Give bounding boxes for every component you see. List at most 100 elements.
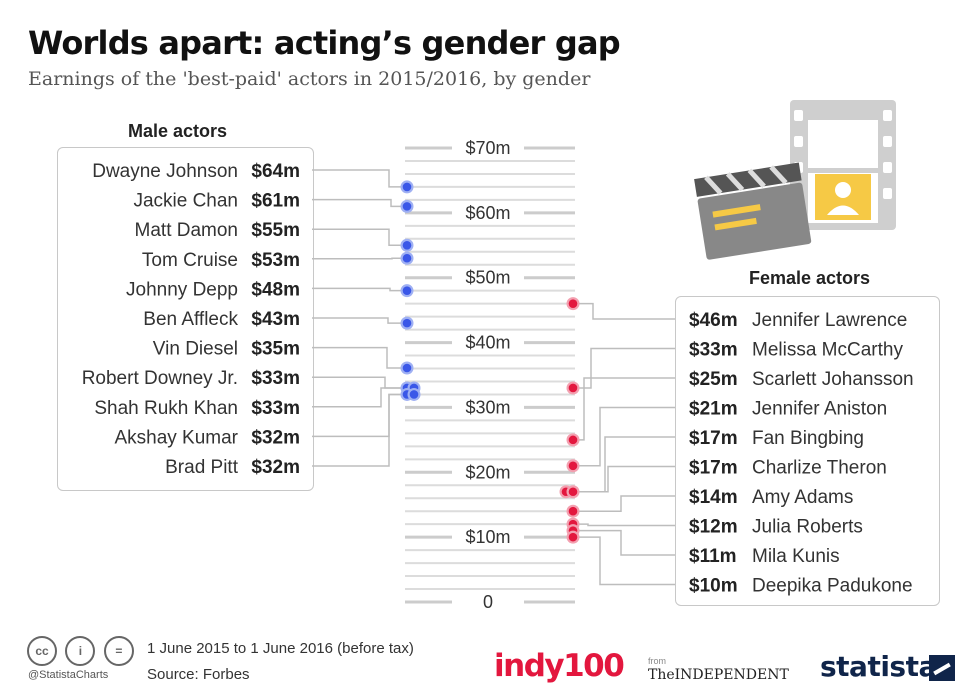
- female-actor-name: Fan Bingbing: [752, 428, 864, 449]
- female-dot: [568, 299, 578, 308]
- male-actor-name: Ben Affleck: [143, 309, 238, 330]
- male-actor-earnings: $32m: [251, 427, 300, 448]
- tick-label: $30m: [465, 397, 510, 417]
- male-actor-earnings: $48m: [251, 279, 300, 300]
- male-dot: [409, 390, 419, 399]
- female-legend-header: Female actors: [749, 268, 871, 288]
- female-actor-earnings: $21m: [689, 399, 738, 420]
- tick-label: $60m: [465, 203, 510, 223]
- male-actor-name: Tom Cruise: [142, 250, 238, 271]
- male-actor-name: Jackie Chan: [133, 191, 238, 212]
- tick-label: $50m: [465, 268, 510, 288]
- indy100-logo[interactable]: indy100: [494, 648, 625, 684]
- male-actor-name: Brad Pitt: [165, 457, 239, 478]
- male-actor-earnings: $33m: [251, 368, 300, 389]
- male-actor-name: Vin Diesel: [153, 339, 238, 360]
- connector-line: [573, 523, 675, 527]
- chart-title: Worlds apart: acting’s gender gap: [28, 24, 621, 62]
- female-actor-name: Julia Roberts: [752, 517, 863, 538]
- connector-line: [312, 287, 407, 292]
- connector-line: [573, 536, 675, 586]
- female-actor-earnings: $46m: [689, 310, 738, 331]
- connector-line: [312, 169, 407, 188]
- male-actor-earnings: $64m: [251, 161, 300, 182]
- connector-line: [573, 406, 675, 467]
- female-actor-earnings: $17m: [689, 458, 738, 479]
- female-actor-name: Charlize Theron: [752, 458, 887, 479]
- male-dot: [402, 202, 412, 211]
- male-actor-name: Robert Downey Jr.: [82, 368, 238, 389]
- tick-label: $20m: [465, 462, 510, 482]
- connector-line: [312, 393, 407, 438]
- source-note: Source: Forbes: [147, 666, 250, 683]
- statista-logo[interactable]: statista: [820, 650, 937, 683]
- axis-layer: $70m $60m $50m $40m $30m $20m $10m 0: [405, 138, 575, 612]
- male-dot: [402, 318, 412, 328]
- male-dot: [402, 253, 412, 263]
- male-dot: [402, 286, 412, 295]
- female-actor-name: Jennifer Lawrence: [752, 310, 907, 331]
- connector-layer: [312, 169, 675, 586]
- male-actor-earnings: $53m: [251, 250, 300, 271]
- statista-mark-icon: [929, 655, 955, 681]
- male-actors-box: [57, 147, 314, 491]
- connector-line: [573, 347, 675, 389]
- female-actor-earnings: $12m: [689, 517, 738, 538]
- female-dot: [568, 383, 578, 393]
- person-icon: [815, 174, 871, 220]
- female-dot: [568, 532, 578, 542]
- male-dot: [402, 363, 412, 373]
- female-dot: [568, 506, 578, 516]
- connector-line: [312, 317, 407, 324]
- connector-line: [312, 393, 414, 467]
- female-actor-name: Amy Adams: [752, 487, 853, 508]
- male-actor-name: Matt Damon: [135, 220, 238, 241]
- female-actor-earnings: $14m: [689, 487, 738, 508]
- connector-line: [573, 529, 675, 556]
- male-actor-name: Johnny Depp: [126, 279, 238, 300]
- license-icons: cc i =: [27, 636, 138, 666]
- connector-line: [566, 436, 675, 493]
- dot-layer: [400, 180, 580, 544]
- independent-logo[interactable]: TheINDEPENDENT: [648, 667, 789, 683]
- male-actor-earnings: $55m: [251, 220, 300, 241]
- no-derivatives-icon: =: [103, 636, 134, 666]
- chart-subtitle: Earnings of the 'best-paid' actors in 20…: [28, 68, 591, 90]
- female-actor-earnings: $11m: [689, 546, 737, 567]
- male-legend-header: Male actors: [128, 121, 228, 141]
- tick-label: $70m: [465, 138, 510, 158]
- tick-label: 0: [483, 592, 493, 612]
- attribution-icon: i: [65, 636, 96, 666]
- label-layer: Dwayne Johnson $64m Jackie Chan $61m Matt Da…: [82, 161, 914, 597]
- female-actor-name: Deepika Padukone: [752, 576, 913, 597]
- male-actor-earnings: $61m: [251, 191, 300, 212]
- female-actor-earnings: $33m: [689, 340, 738, 361]
- statista-handle: @StatistaCharts: [28, 669, 109, 681]
- tick-label: $10m: [465, 527, 510, 547]
- creative-commons-icon: cc: [27, 636, 57, 666]
- male-actor-name: Akshay Kumar: [114, 427, 238, 448]
- female-actor-name: Mila Kunis: [752, 546, 840, 567]
- connector-line: [312, 198, 407, 208]
- male-actor-name: Shah Rukh Khan: [94, 398, 238, 419]
- tick-label: $40m: [465, 333, 510, 353]
- female-actor-earnings: $10m: [689, 576, 738, 597]
- connector-line: [573, 302, 675, 320]
- connector-line: [312, 387, 414, 408]
- female-dot: [568, 461, 578, 471]
- connector-line: [312, 228, 407, 247]
- female-dot: [568, 487, 578, 497]
- male-actor-earnings: $43m: [251, 309, 300, 330]
- female-actor-name: Melissa McCarthy: [752, 340, 903, 361]
- period-note: 1 June 2015 to 1 June 2016 (before tax): [147, 640, 414, 657]
- clapperboard-icon: [694, 162, 812, 260]
- male-actor-earnings: $33m: [251, 398, 300, 419]
- connector-line: [312, 257, 407, 260]
- connector-line: [312, 376, 407, 389]
- female-actor-name: Jennifer Aniston: [752, 399, 887, 420]
- connector-line: [312, 346, 407, 369]
- connector-line: [573, 495, 675, 512]
- female-actors-box: [675, 296, 940, 606]
- connector-line: [573, 465, 675, 493]
- female-actor-earnings: $17m: [689, 428, 738, 449]
